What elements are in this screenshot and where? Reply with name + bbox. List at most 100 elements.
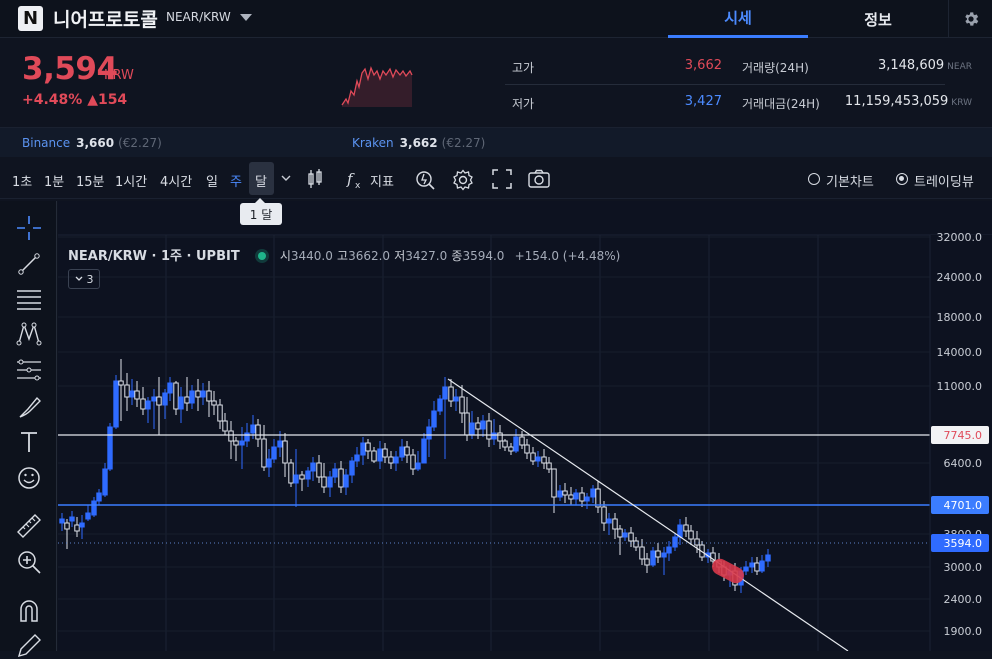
candle [601, 501, 607, 531]
candle [332, 463, 338, 483]
basic-chart-label[interactable]: 기본차트 [826, 175, 874, 190]
high-label: 고가 [512, 61, 535, 75]
trend-line-icon[interactable] [16, 251, 42, 277]
fib-lines-icon[interactable] [16, 287, 42, 313]
tf-4h[interactable]: 4시간 [160, 175, 193, 190]
text-icon[interactable] [16, 429, 42, 455]
axis-badge-label: 4701.0 [944, 499, 983, 512]
zoom-in-icon[interactable] [16, 549, 42, 575]
brush-icon[interactable] [16, 393, 42, 419]
candle [694, 531, 700, 553]
exchange-binance[interactable]: Binance 3,660 (€2.27) [22, 136, 162, 150]
candle [606, 513, 612, 535]
candlestick-chart[interactable]: 32000.0 24000.0 18000.0 14000.0 11000.0 6400.… [58, 201, 992, 651]
pencil-icon[interactable] [16, 633, 42, 659]
fullscreen-icon[interactable] [492, 169, 512, 189]
exchange-value: 3,662 [399, 136, 438, 150]
chart-overlays [58, 378, 930, 651]
candle [162, 389, 168, 419]
timeframe-tooltip: 1 달 [240, 198, 282, 225]
candle [195, 379, 201, 411]
candle [530, 447, 536, 465]
candle [85, 505, 91, 521]
candle [491, 419, 497, 445]
candle [759, 555, 765, 573]
axis-tick-label: 18000.0 [937, 311, 983, 324]
alert-icon[interactable] [414, 169, 436, 191]
exchange-eur: (€2.27) [118, 136, 162, 150]
candle [178, 387, 184, 423]
chart-settings-gear-icon[interactable] [452, 169, 474, 191]
tab-info[interactable]: 정보 [864, 10, 892, 29]
candle [360, 437, 366, 465]
emoji-icon[interactable] [16, 465, 42, 491]
candle [650, 547, 656, 567]
candle [200, 383, 206, 405]
candle [612, 513, 618, 539]
candle [217, 399, 223, 429]
tf-day[interactable]: 일 [206, 175, 218, 190]
radio-basic-chart[interactable] [808, 173, 820, 185]
prediction-icon[interactable] [16, 357, 42, 383]
radio-tradingview[interactable] [896, 173, 908, 185]
axis-tick-label: 11000.0 [937, 380, 983, 393]
candle [365, 439, 371, 459]
candle [431, 401, 437, 431]
candle [535, 451, 541, 467]
ruler-icon[interactable] [16, 513, 42, 539]
price-chart[interactable]: 32000.0 24000.0 18000.0 14000.0 11000.0 6400.… [58, 201, 992, 651]
candle [584, 493, 590, 509]
tf-15m[interactable]: 15분 [76, 175, 105, 190]
exchange-prices: Binance 3,660 (€2.27) Kraken 3,662 (€2.27) [0, 127, 992, 157]
candle [102, 463, 108, 497]
candle [266, 449, 272, 477]
volume-unit: NEAR [947, 62, 972, 72]
candle [59, 513, 65, 531]
tf-1h[interactable]: 1시간 [115, 175, 148, 190]
volume-label: 거래량(24H) [742, 61, 809, 75]
exchange-name: Binance [22, 136, 71, 150]
indicator-label[interactable]: 지표 [370, 175, 394, 190]
candle [151, 389, 157, 429]
tf-1m[interactable]: 1분 [44, 175, 65, 190]
current-price: 3,594 [22, 51, 118, 87]
candle [442, 377, 448, 459]
candle [206, 381, 212, 417]
candle [508, 443, 514, 455]
indicator-collapse-button[interactable]: 3 [68, 269, 100, 289]
tradingview-label[interactable]: 트레이딩뷰 [914, 175, 974, 190]
exchange-kraken[interactable]: Kraken 3,662 (€2.27) [352, 136, 485, 150]
axis-tick-label: 32000.0 [937, 231, 983, 244]
candle [354, 447, 360, 467]
top-bar: N 니어프로토콜 NEAR/KRW 시세 정보 [0, 0, 992, 38]
candle [590, 485, 596, 503]
candle [156, 377, 162, 435]
coin-name[interactable]: 니어프로토콜 [53, 9, 158, 31]
candle [91, 497, 97, 517]
candle [749, 557, 755, 573]
amount-unit: KRW [951, 98, 972, 108]
chevron-down-icon[interactable] [281, 175, 291, 183]
crosshair-icon[interactable] [16, 215, 42, 241]
low-value: 3,427 [684, 94, 722, 109]
coin-pair[interactable]: NEAR/KRW [166, 10, 231, 24]
pattern-icon[interactable] [16, 321, 42, 347]
candle [343, 469, 349, 495]
candle [211, 391, 217, 415]
settings-gear-icon[interactable] [948, 0, 992, 38]
chevron-down-icon[interactable] [240, 14, 252, 21]
candle [562, 483, 568, 503]
camera-icon[interactable] [528, 169, 550, 189]
tf-month[interactable]: 달 [255, 175, 267, 190]
price-unit: KRW [104, 68, 134, 83]
tf-week[interactable]: 주 [230, 175, 242, 190]
tab-quote[interactable]: 시세 [668, 0, 808, 38]
sparkline-chart [341, 66, 413, 107]
magnet-icon[interactable] [16, 597, 42, 623]
tf-1s[interactable]: 1초 [12, 175, 33, 190]
legend-high: 3662.0 [348, 249, 391, 263]
candlestick-icon[interactable] [306, 169, 324, 189]
candle [184, 377, 190, 411]
